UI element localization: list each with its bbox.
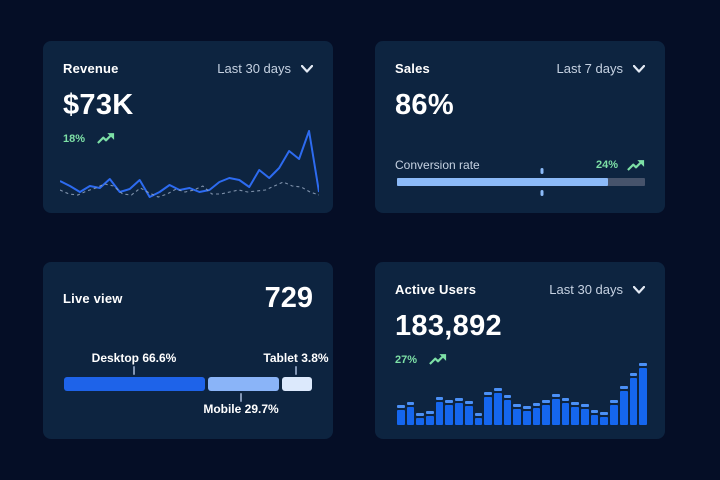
users-bar [484, 392, 492, 425]
chevron-down-icon [633, 64, 645, 73]
users-bar [552, 394, 560, 425]
users-bar [522, 406, 531, 425]
tablet-tick [295, 366, 297, 375]
users-bar [619, 386, 628, 425]
sales-card-title: Sales [395, 61, 430, 76]
active-users-value: 183,892 [395, 310, 502, 342]
users-bar [493, 388, 502, 425]
revenue-card-title: Revenue [63, 61, 119, 76]
desktop-tick [133, 366, 135, 375]
users-bar [445, 400, 454, 425]
users-bar [464, 401, 473, 425]
segment-desktop [64, 377, 205, 391]
live-view-card: Live view 729 Desktop 66.6% Tablet 3.8% … [43, 262, 333, 439]
active-users-period-selector[interactable]: Last 30 days [549, 282, 645, 297]
active-users-period-label: Last 30 days [549, 282, 623, 297]
users-bar [416, 413, 425, 425]
users-bar [513, 404, 521, 425]
users-bar [474, 413, 483, 425]
users-bar [581, 404, 589, 425]
conversion-rate-row: Conversion rate 24% [395, 158, 645, 172]
users-bar [397, 405, 405, 425]
revenue-trend-badge: 18% [63, 132, 313, 145]
live-view-value: 729 [264, 282, 313, 314]
revenue-change-percent: 18% [63, 132, 86, 145]
progress-target-marker [540, 168, 544, 174]
revenue-card: Revenue Last 30 days $73K 18% [43, 41, 333, 213]
active-users-trend-badge: 27% [395, 353, 645, 366]
progress-target-marker [540, 190, 544, 196]
mobile-share-label: Mobile 29.7% [203, 402, 279, 416]
users-bar [629, 373, 638, 425]
active-users-card: Active Users Last 30 days 183,892 27% [375, 262, 665, 439]
conversion-progress-fill [397, 178, 608, 186]
active-users-card-title: Active Users [395, 282, 477, 297]
sales-period-label: Last 7 days [556, 61, 624, 76]
sales-card: Sales Last 7 days 86% Conversion rate 24… [375, 41, 665, 213]
revenue-period-selector[interactable]: Last 30 days [217, 61, 313, 76]
trending-up-icon [97, 133, 115, 144]
users-bar [542, 400, 550, 425]
users-bar [455, 398, 463, 425]
users-bar [571, 402, 580, 425]
users-bar [435, 397, 444, 425]
users-bar [532, 403, 541, 425]
chevron-down-icon [301, 64, 313, 73]
live-view-card-title: Live view [63, 291, 123, 306]
sales-period-selector[interactable]: Last 7 days [556, 61, 645, 76]
users-bar [426, 411, 434, 425]
sales-change-percent: 24% [595, 159, 618, 171]
chevron-down-icon [633, 285, 645, 294]
users-bar [503, 395, 512, 425]
users-bar [610, 400, 618, 425]
sales-value: 86% [395, 89, 454, 121]
active-users-change-percent: 27% [395, 353, 418, 366]
users-bar [600, 412, 609, 425]
device-split-bar [64, 377, 312, 391]
conversion-rate-label: Conversion rate [395, 158, 480, 172]
revenue-value: $73K [63, 89, 134, 121]
segment-mobile [208, 377, 279, 391]
tablet-share-label: Tablet 3.8% [263, 351, 329, 365]
segment-tablet [282, 377, 312, 391]
conversion-progress-bar [397, 168, 645, 196]
users-bar [406, 402, 415, 425]
active-users-bar-chart [397, 355, 647, 425]
trending-up-icon [429, 354, 447, 365]
revenue-line-chart [60, 129, 319, 204]
users-bar [639, 363, 647, 425]
users-bar [590, 410, 599, 425]
desktop-share-label: Desktop 66.6% [91, 351, 177, 365]
trending-up-icon [627, 159, 645, 171]
mobile-tick [240, 393, 242, 402]
revenue-period-label: Last 30 days [217, 61, 291, 76]
users-bar [561, 398, 570, 425]
